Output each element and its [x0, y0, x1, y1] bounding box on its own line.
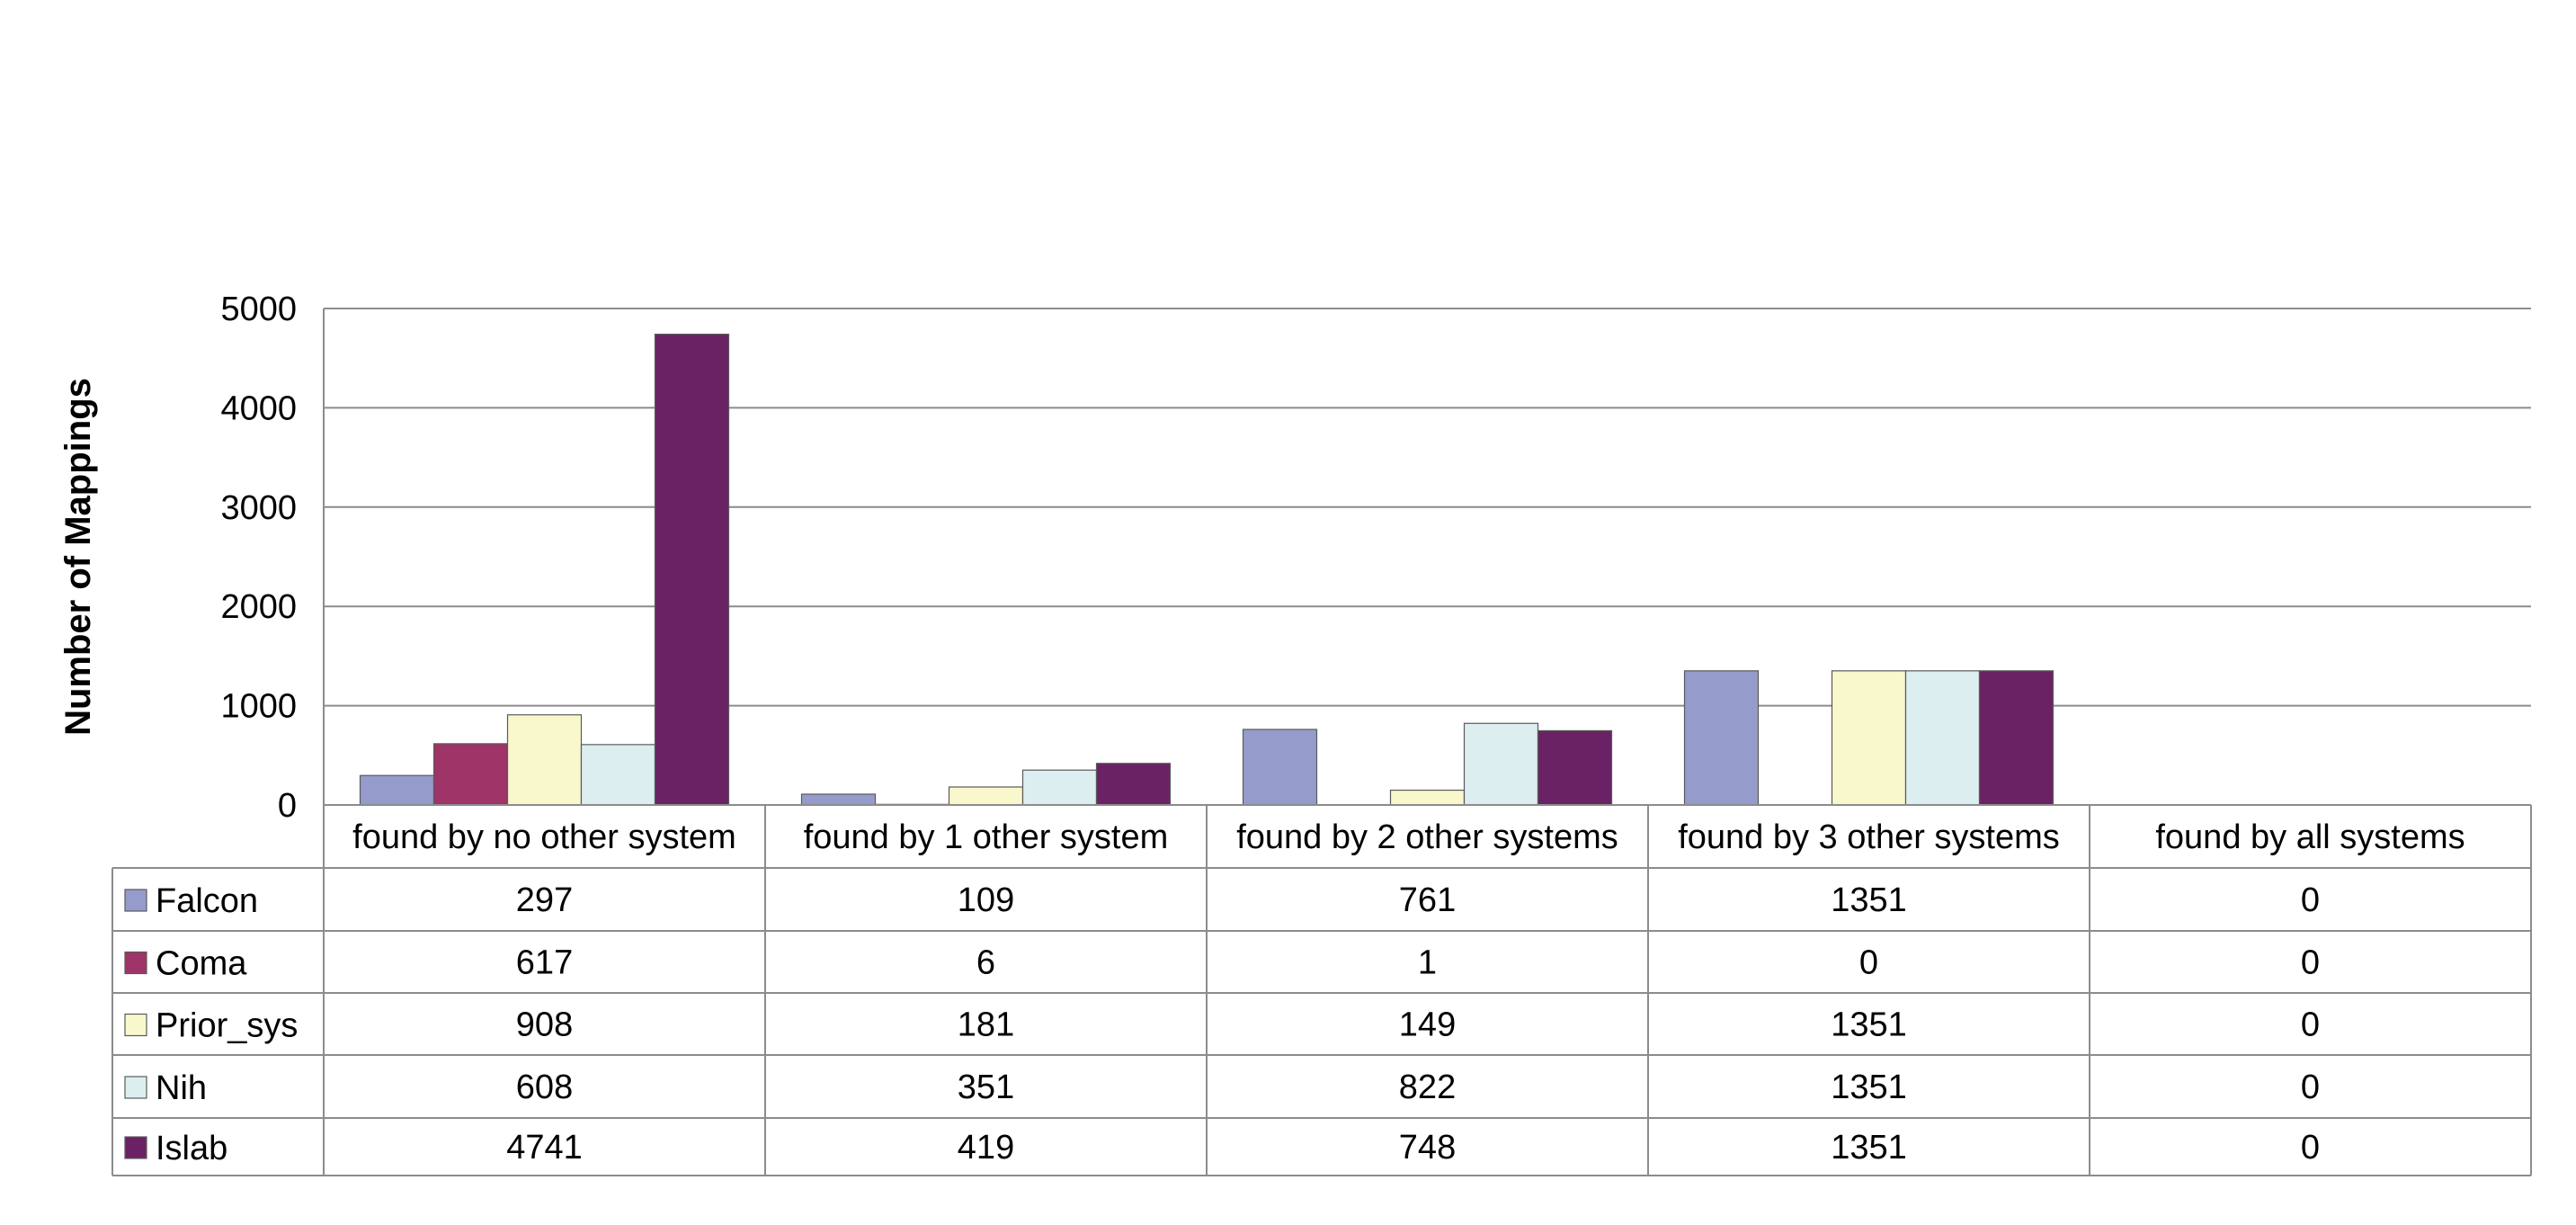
data-table-value: 351 [958, 1069, 1014, 1106]
legend-swatch [124, 889, 147, 912]
bar [1683, 670, 1760, 806]
data-table-value: 149 [1399, 1006, 1456, 1044]
bar [359, 774, 435, 806]
y-tick-label: 3000 [220, 489, 297, 527]
bar [654, 333, 730, 806]
bar [1242, 729, 1318, 806]
legend-label: Falcon [156, 882, 258, 920]
legend-swatch [124, 951, 147, 975]
bar [580, 744, 656, 806]
data-table-value: 109 [958, 881, 1014, 919]
y-axis-label: Number of Mappings [58, 378, 98, 736]
data-table-value: 908 [516, 1006, 573, 1044]
bar [1904, 670, 1981, 806]
data-table-value: 1351 [1831, 881, 1907, 919]
bar [800, 793, 877, 806]
y-axis-ticks: 0 1000 2000 3000 4000 5000 [220, 291, 297, 825]
bar [1095, 763, 1172, 806]
data-table-value: 0 [2301, 1069, 2320, 1106]
y-tick-label: 2000 [220, 588, 297, 626]
bar [432, 743, 509, 806]
y-tick-label: 5000 [220, 291, 297, 328]
data-table-value: 0 [2301, 1006, 2320, 1044]
bar [1389, 789, 1466, 806]
data-table-value: 181 [958, 1006, 1014, 1044]
data-table-value: 297 [516, 881, 573, 919]
category-label: found by all systems [2155, 818, 2465, 856]
data-table-value: 748 [1399, 1129, 1456, 1167]
legend-label: Islab [156, 1130, 227, 1167]
data-table-value: 0 [2301, 1129, 2320, 1167]
data-table-value: 617 [516, 944, 573, 982]
bars [359, 333, 2055, 806]
data-table-value: 1351 [1831, 1006, 1907, 1044]
y-tick-label: 1000 [220, 688, 297, 726]
category-label: found by 3 other systems [1678, 818, 2060, 856]
y-tick-label: 0 [278, 787, 297, 825]
data-table-value: 0 [2301, 881, 2320, 919]
y-tick-label: 4000 [220, 389, 297, 427]
legend-label: Nih [156, 1069, 207, 1107]
category-label: found by 2 other systems [1236, 818, 1618, 856]
data-table-value: 4741 [506, 1129, 583, 1167]
bar [1463, 722, 1539, 806]
legend-label: Prior_sys [156, 1007, 298, 1045]
bar [1978, 670, 2055, 806]
legend-swatch [124, 1013, 147, 1037]
data-table-value: 0 [2301, 944, 2320, 982]
data-table-value: 1351 [1831, 1069, 1907, 1106]
data-table-value: 419 [958, 1129, 1014, 1167]
data-table-value: 1 [1418, 944, 1437, 982]
data-table-value: 6 [976, 944, 995, 982]
data-table-value: 822 [1399, 1069, 1456, 1106]
category-label: found by no other system [352, 818, 736, 856]
category-label: found by 1 other system [804, 818, 1169, 856]
legend-label: Coma [156, 945, 247, 983]
data-table-value: 1351 [1831, 1129, 1907, 1167]
bar [1021, 769, 1098, 806]
data-table-value: 608 [516, 1069, 573, 1106]
bar [1537, 729, 1613, 806]
bar [1831, 670, 1907, 806]
data-table-value: 0 [1859, 944, 1878, 982]
bar [948, 786, 1024, 806]
data-table: found by no other system found by 1 other… [111, 804, 2532, 1176]
legend-swatch [124, 1076, 147, 1099]
data-table-value: 761 [1399, 881, 1456, 919]
legend-swatch [124, 1136, 147, 1159]
bar [506, 714, 583, 806]
